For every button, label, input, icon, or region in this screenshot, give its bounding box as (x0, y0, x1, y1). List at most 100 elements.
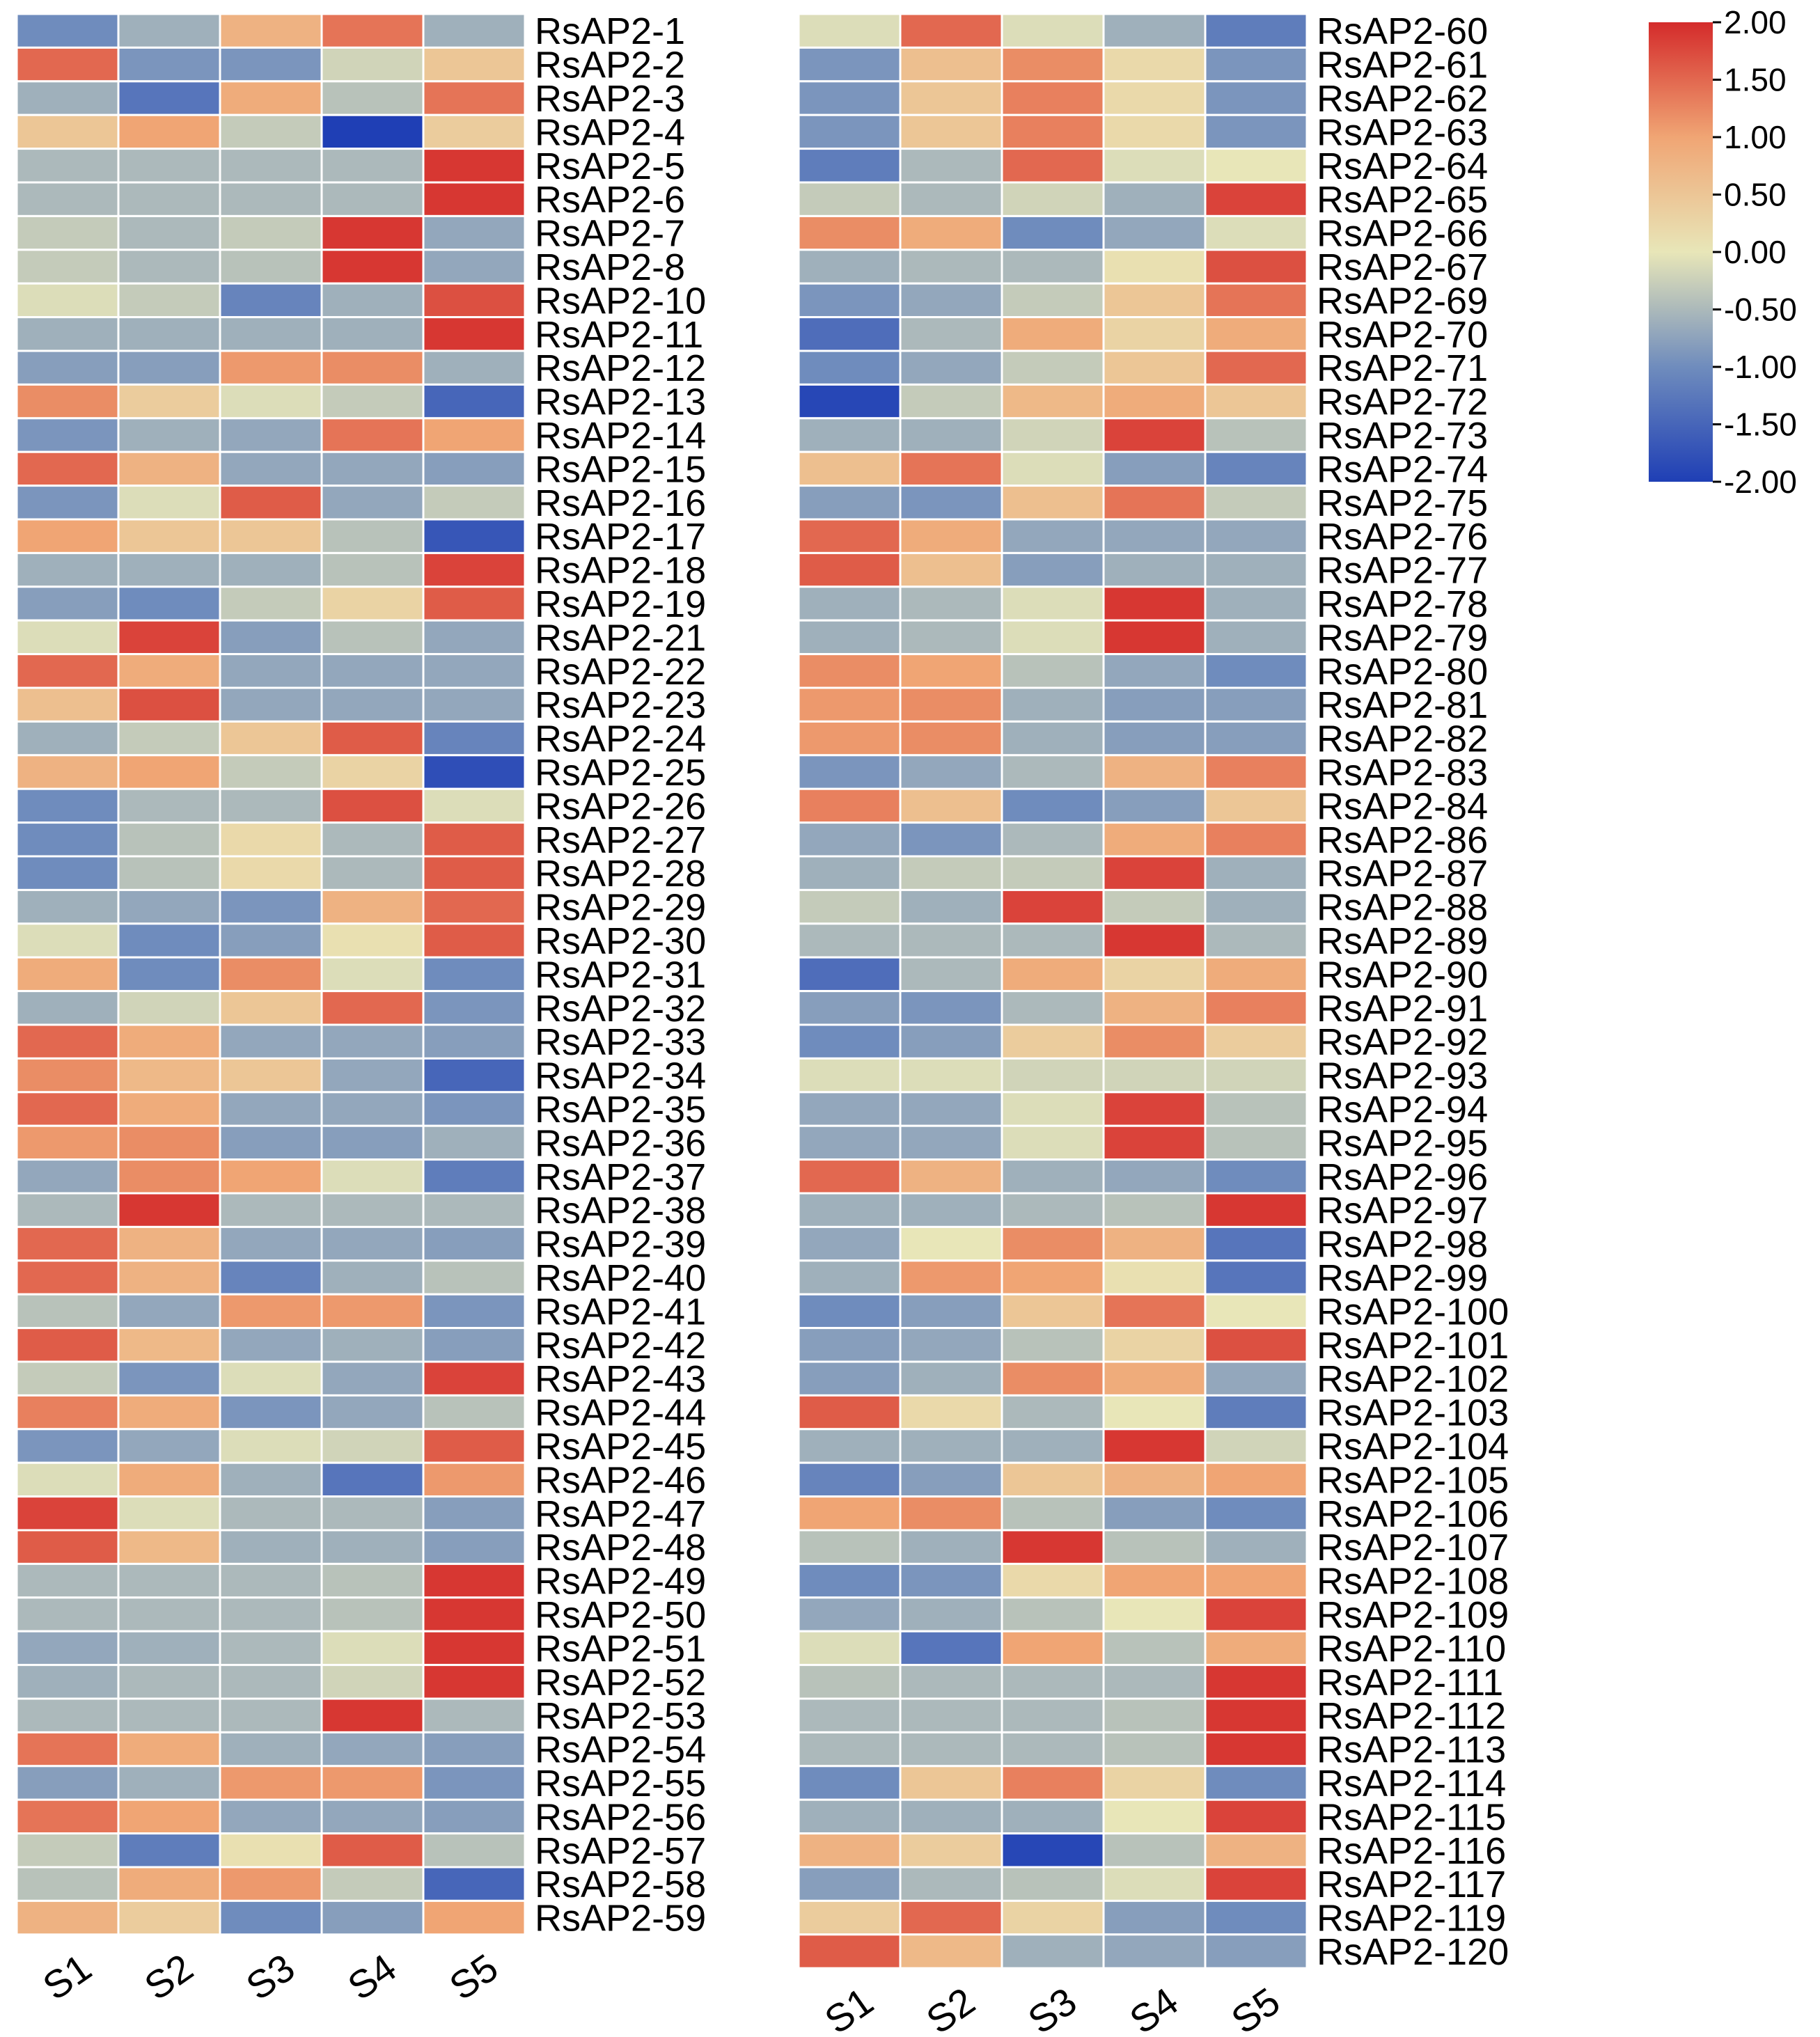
heatmap-cell (422, 754, 526, 790)
heatmap-cell (1001, 1225, 1105, 1262)
heatmap-cell (1001, 1158, 1105, 1195)
heatmap-cell (899, 1630, 1003, 1667)
heatmap-cell (219, 13, 323, 49)
gene-label: RsAP2-52 (535, 1662, 706, 1704)
heatmap-cell (899, 1866, 1003, 1902)
heatmap-cell (320, 1664, 425, 1700)
gene-label: RsAP2-77 (1317, 550, 1488, 592)
heatmap-cell (1001, 1866, 1105, 1902)
heatmap-cell (320, 1495, 425, 1532)
heatmap-cell (1204, 1866, 1308, 1902)
heatmap-cell (117, 316, 221, 352)
heatmap-cell (219, 181, 323, 217)
heatmap-cell (15, 148, 120, 184)
gene-label: RsAP2-39 (535, 1224, 706, 1266)
colorbar-tick-label: -1.50 (1724, 407, 1797, 443)
heatmap-cell (797, 80, 902, 116)
gene-label: RsAP2-87 (1317, 853, 1488, 895)
heatmap-cell (117, 1461, 221, 1498)
gene-label: RsAP2-110 (1317, 1628, 1506, 1669)
heatmap-cell (320, 148, 425, 184)
gene-label: RsAP2-73 (1317, 415, 1488, 457)
heatmap-cell (15, 1664, 120, 1700)
heatmap-cell (1102, 922, 1207, 959)
heatmap-cell (797, 1327, 902, 1363)
heatmap-cell (422, 349, 526, 386)
heatmap-cell (899, 1023, 1003, 1060)
heatmap-cell (422, 80, 526, 116)
gene-label: RsAP2-104 (1317, 1426, 1509, 1468)
heatmap-cell (1204, 1327, 1308, 1363)
heatmap-cell (15, 585, 120, 622)
gene-label: RsAP2-19 (535, 583, 706, 625)
heatmap-cell (899, 485, 1003, 521)
heatmap-cell (219, 1798, 323, 1835)
heatmap-panels: RsAP2-1RsAP2-2RsAP2-3RsAP2-4RsAP2-5RsAP2… (15, 10, 1509, 2037)
heatmap-cell (1102, 46, 1207, 83)
heatmap-cell (117, 1596, 221, 1633)
heatmap-cell (320, 485, 425, 521)
heatmap-cell (219, 316, 323, 352)
heatmap-cell (117, 1023, 221, 1060)
heatmap-cell (219, 1225, 323, 1262)
heatmap-cell (1204, 1697, 1308, 1733)
heatmap-cell (117, 1798, 221, 1835)
heatmap-cell (1102, 349, 1207, 386)
heatmap-cell (320, 1124, 425, 1161)
heatmap-cell (117, 113, 221, 150)
heatmap-cell (15, 1360, 120, 1397)
heatmap-cell (219, 249, 323, 285)
heatmap-cell (117, 80, 221, 116)
heatmap-cell (797, 1529, 902, 1565)
heatmap-cell (219, 855, 323, 891)
heatmap-cell (422, 518, 526, 554)
heatmap-cell (320, 754, 425, 790)
heatmap-cell (422, 585, 526, 622)
gene-label: RsAP2-22 (535, 651, 706, 693)
heatmap-cell (1102, 1832, 1207, 1869)
heatmap-cell (320, 1394, 425, 1431)
heatmap-cell (1204, 316, 1308, 352)
heatmap-cell (219, 956, 323, 993)
heatmap-cell (899, 686, 1003, 723)
heatmap-panel-2: RsAP2-60RsAP2-61RsAP2-62RsAP2-63RsAP2-64… (797, 10, 1509, 2037)
heatmap-cell (899, 383, 1003, 420)
heatmap-cell (219, 653, 323, 689)
gene-label: RsAP2-84 (1317, 785, 1488, 827)
gene-label: RsAP2-79 (1317, 617, 1488, 659)
colorbar-tick-label: 1.00 (1724, 119, 1787, 155)
gene-label: RsAP2-17 (535, 516, 706, 558)
heatmap-cell (1102, 1495, 1207, 1532)
heatmap-cell (422, 13, 526, 49)
heatmap-cell (797, 821, 902, 858)
heatmap-cell (15, 1124, 120, 1161)
heatmap-cell (899, 1158, 1003, 1195)
heatmap-cell (422, 1158, 526, 1195)
heatmap-cell (1001, 1428, 1105, 1464)
heatmap-cell (1001, 485, 1105, 521)
heatmap-cell (219, 1360, 323, 1397)
heatmap-cell (320, 1259, 425, 1296)
heatmap-cell (15, 316, 120, 352)
heatmap-cell (117, 282, 221, 319)
heatmap-cell (219, 1664, 323, 1700)
heatmap-cell (899, 1225, 1003, 1262)
heatmap-cell (797, 1495, 902, 1532)
heatmap-cell (219, 518, 323, 554)
heatmap-cell (422, 956, 526, 993)
heatmap-cell (899, 181, 1003, 217)
heatmap-cell (320, 1899, 425, 1936)
gene-label: RsAP2-88 (1317, 887, 1488, 929)
heatmap-cell (899, 1293, 1003, 1330)
heatmap-cell (1102, 1765, 1207, 1801)
heatmap-cell (422, 1866, 526, 1902)
heatmap-cell (1001, 1562, 1105, 1599)
heatmap-cell (1204, 720, 1308, 757)
heatmap-cell (320, 282, 425, 319)
heatmap-cell (219, 1461, 323, 1498)
heatmap-cell (15, 1225, 120, 1262)
heatmap-cell (117, 1664, 221, 1700)
heatmap-cell (899, 1697, 1003, 1733)
gene-label: RsAP2-80 (1317, 651, 1488, 693)
colorbar-tick-label: 0.50 (1724, 177, 1787, 213)
